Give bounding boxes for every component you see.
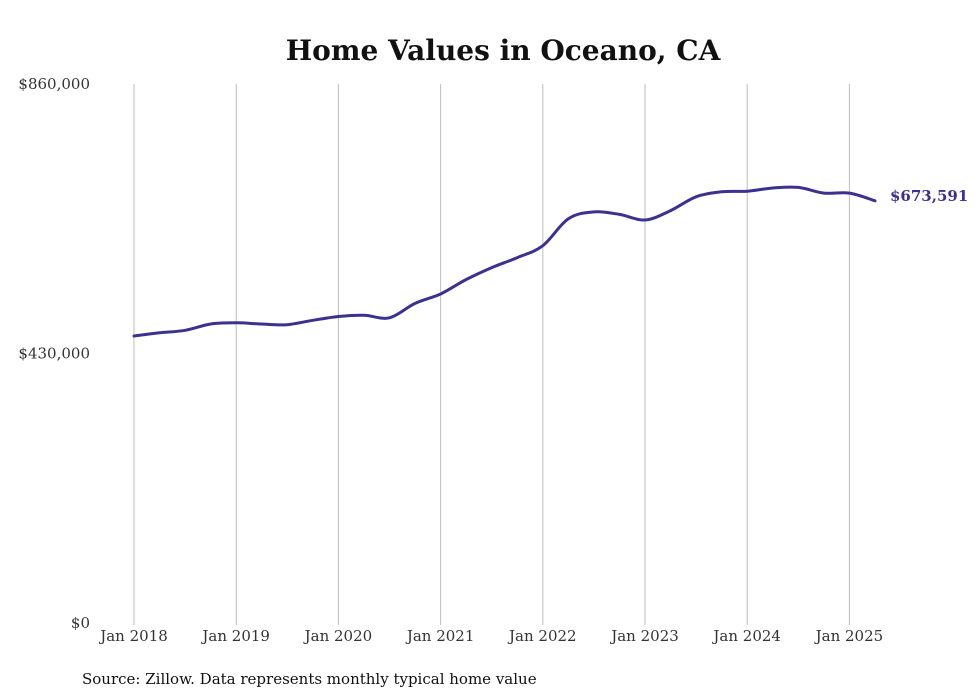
x-tick-label: Jan 2018	[98, 627, 168, 645]
x-tick-label: Jan 2021	[405, 627, 475, 645]
grid-lines	[133, 84, 850, 625]
end-value-label: $673,591	[890, 187, 968, 205]
chart-title: Home Values in Oceano, CA	[286, 34, 722, 67]
y-tick-label: $430,000	[18, 345, 90, 363]
x-tick-label: Jan 2023	[609, 627, 679, 645]
x-tick-label: Jan 2020	[303, 627, 373, 645]
x-tick-label: Jan 2022	[507, 627, 577, 645]
x-axis-ticks: Jan 2018 Jan 2019 Jan 2020 Jan 2021 Jan 2022…	[98, 627, 883, 645]
x-tick-label: Jan 2024	[711, 627, 781, 645]
y-tick-label: $0	[71, 614, 90, 632]
y-tick-label: $860,000	[18, 75, 90, 93]
x-tick-label: Jan 2019	[200, 627, 270, 645]
source-note: Source: Zillow. Data represents monthly …	[82, 670, 537, 688]
series-line-home-value	[132, 185, 877, 338]
x-tick-label: Jan 2025	[814, 627, 884, 645]
y-axis-ticks: $0 $430,000 $860,000	[18, 75, 90, 632]
